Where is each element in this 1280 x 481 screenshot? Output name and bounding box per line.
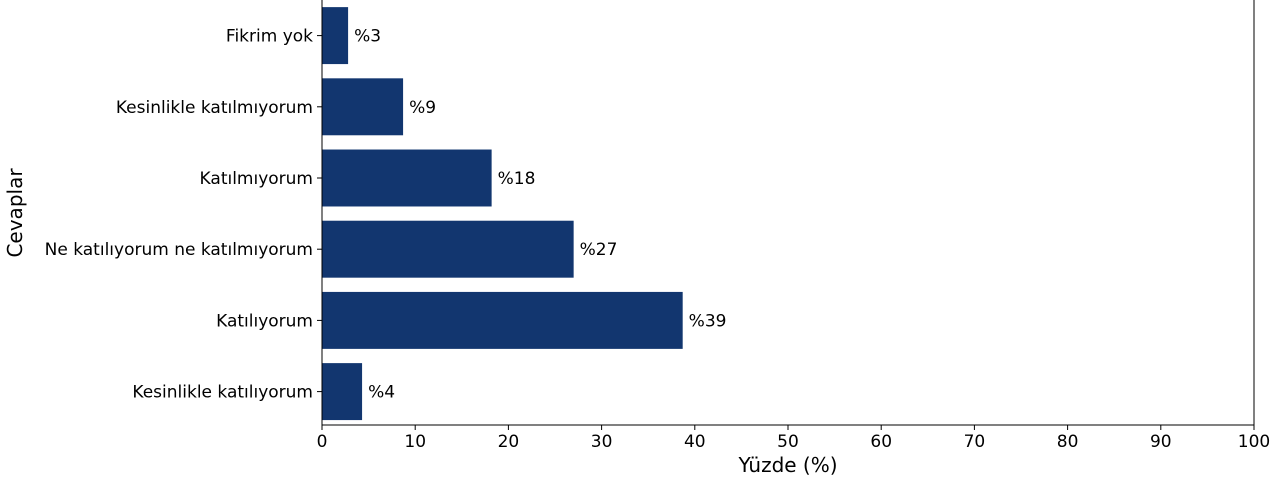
bar-3 bbox=[322, 220, 574, 278]
data-label-5: %4 bbox=[368, 383, 395, 403]
x-tick-label-6: 60 bbox=[870, 432, 892, 452]
data-label-2: %18 bbox=[498, 169, 536, 189]
x-tick-label-0: 0 bbox=[317, 432, 328, 452]
y-tick-label-1: Kesinlikle katılmıyorum bbox=[116, 98, 313, 118]
bar-5 bbox=[322, 363, 363, 421]
x-tick-label-7: 70 bbox=[964, 432, 986, 452]
x-tick-label-3: 30 bbox=[591, 432, 613, 452]
data-labels-group: %3 %9 %18 %27 %39 %4 bbox=[354, 27, 726, 403]
x-tick-label-8: 80 bbox=[1057, 432, 1079, 452]
x-tick-label-4: 40 bbox=[684, 432, 706, 452]
y-tick-label-2: Katılmıyorum bbox=[200, 169, 313, 189]
x-axis-label: Yüzde (%) bbox=[737, 453, 837, 477]
plot-frame bbox=[321, 0, 1255, 426]
data-label-3: %27 bbox=[580, 240, 618, 260]
data-label-1: %9 bbox=[409, 98, 436, 118]
bar-4 bbox=[322, 291, 683, 349]
y-tick-label-3: Ne katılıyorum ne katılmıyorum bbox=[45, 240, 313, 260]
y-tick-label-4: Katılıyorum bbox=[216, 311, 313, 331]
y-axis-ticks: Fikrim yok Kesinlikle katılmıyorum Katılmı… bbox=[45, 27, 322, 403]
bar-0 bbox=[322, 7, 349, 65]
x-tick-label-5: 50 bbox=[777, 432, 799, 452]
y-tick-label-0: Fikrim yok bbox=[226, 27, 313, 47]
bar-2 bbox=[322, 149, 492, 207]
y-axis-label: Cevaplar bbox=[3, 168, 27, 258]
bar-1 bbox=[322, 78, 404, 136]
x-tick-label-10: 100 bbox=[1238, 432, 1270, 452]
data-label-0: %3 bbox=[354, 27, 381, 47]
x-tick-label-2: 20 bbox=[498, 432, 520, 452]
x-axis-ticks: 0 10 20 30 40 50 60 70 80 90 100 bbox=[317, 425, 1270, 452]
data-label-4: %39 bbox=[689, 311, 727, 331]
y-tick-label-5: Kesinlikle katılıyorum bbox=[132, 383, 313, 403]
x-tick-label-1: 10 bbox=[404, 432, 426, 452]
x-tick-label-9: 90 bbox=[1150, 432, 1172, 452]
bars-group bbox=[322, 7, 683, 421]
